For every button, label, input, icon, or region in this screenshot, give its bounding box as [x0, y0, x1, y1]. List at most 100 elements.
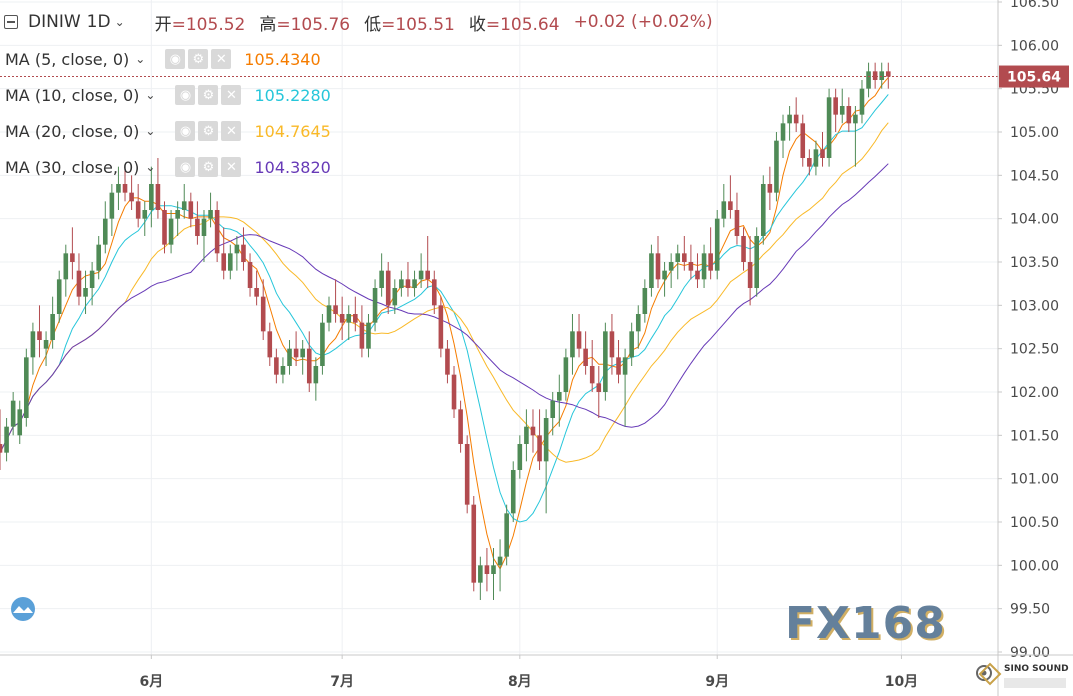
- close-icon[interactable]: ✕: [221, 85, 242, 105]
- candle-body: [570, 331, 575, 358]
- candle: [471, 496, 477, 592]
- candle: [589, 340, 595, 392]
- candle-body: [701, 253, 707, 280]
- candle-body: [550, 400, 556, 418]
- candle: [813, 140, 819, 176]
- chevron-down-icon[interactable]: ⌄: [114, 15, 125, 29]
- candle: [195, 201, 200, 245]
- candle-body: [603, 331, 608, 392]
- indicator-label[interactable]: MA (30, close, 0): [5, 157, 140, 177]
- chevron-down-icon[interactable]: ⌄: [145, 124, 156, 138]
- collapse-icon[interactable]: [4, 15, 18, 29]
- indicator-label[interactable]: MA (5, close, 0): [5, 49, 130, 69]
- candle: [24, 348, 29, 427]
- chevron-down-icon[interactable]: ⌄: [135, 52, 146, 66]
- chevron-down-icon[interactable]: ⌄: [145, 88, 156, 102]
- indicator-value: 105.4340: [244, 49, 321, 69]
- candle-body: [37, 331, 42, 340]
- gear-icon[interactable]: ⚙: [198, 85, 219, 105]
- eye-icon[interactable]: ◉: [175, 85, 196, 105]
- candle-body: [135, 201, 141, 219]
- indicator-label[interactable]: MA (20, close, 0): [5, 121, 140, 141]
- indicator-row-ma30[interactable]: MA (30, close, 0) ⌄ ◉ ⚙ ✕ 104.3820: [0, 154, 331, 180]
- gear-icon[interactable]: ⚙: [198, 121, 219, 141]
- indicator-row-ma10[interactable]: MA (10, close, 0) ⌄ ◉ ⚙ ✕ 105.2280: [0, 82, 331, 108]
- candle-body: [530, 426, 536, 436]
- candle-body: [418, 270, 424, 280]
- candle-body: [458, 409, 463, 444]
- candle: [524, 409, 529, 462]
- candle-body: [431, 279, 437, 306]
- candle-body: [543, 418, 549, 462]
- gear-icon[interactable]: ⚙: [188, 49, 209, 69]
- candle: [504, 504, 509, 566]
- price-tick-label: 103.50: [1010, 255, 1059, 271]
- ohlc-close: 收=105.64: [469, 10, 560, 35]
- candle-body: [366, 322, 371, 349]
- close-icon[interactable]: ✕: [221, 157, 242, 177]
- candle-body: [688, 262, 694, 271]
- candle: [662, 262, 667, 297]
- candle-body: [445, 348, 450, 375]
- candle: [274, 348, 279, 384]
- candle: [774, 132, 779, 202]
- symbol-name[interactable]: DINIW: [28, 12, 81, 32]
- candle: [510, 461, 516, 522]
- candle: [102, 201, 108, 254]
- candle: [109, 184, 115, 236]
- candle: [260, 279, 266, 340]
- candle-body: [76, 270, 82, 297]
- candle-body: [306, 348, 312, 384]
- candle-body: [280, 366, 286, 375]
- candle: [491, 548, 496, 600]
- ohlc-high: 高=105.76: [259, 10, 350, 35]
- indicator-row-ma20[interactable]: MA (20, close, 0) ⌄ ◉ ⚙ ✕ 104.7645: [0, 118, 331, 144]
- chevron-down-icon[interactable]: ⌄: [145, 160, 156, 174]
- close-icon[interactable]: ✕: [221, 121, 242, 141]
- candle: [603, 322, 608, 401]
- candle-body: [83, 288, 88, 297]
- candle-body: [405, 279, 411, 288]
- candle: [122, 166, 128, 202]
- eye-icon[interactable]: ◉: [175, 157, 196, 177]
- candle-body: [300, 348, 305, 358]
- candle-body: [589, 366, 595, 384]
- price-axis[interactable]: 99.00 99.50 100.00 100.50 101.00 101.50 102.00…: [997, 0, 1059, 696]
- price-tick-label: 102.50: [1010, 342, 1059, 358]
- candle: [280, 357, 286, 384]
- candle-body: [320, 322, 325, 366]
- open-label: 开: [154, 14, 172, 35]
- candle-body: [583, 348, 588, 366]
- ma-line: [0, 77, 889, 570]
- close-icon[interactable]: ✕: [211, 49, 232, 69]
- candle: [17, 400, 23, 444]
- candle: [221, 227, 227, 280]
- candle-body: [675, 253, 681, 262]
- candle: [859, 80, 865, 124]
- candle: [385, 262, 391, 314]
- candle: [741, 227, 746, 271]
- candle: [96, 236, 101, 280]
- time-axis[interactable]: 6月 7月 8月 9月 10月: [0, 654, 1073, 690]
- candle-body: [267, 331, 273, 358]
- gear-icon[interactable]: ⚙: [198, 157, 219, 177]
- indicator-label[interactable]: MA (10, close, 0): [5, 85, 140, 105]
- close-value: =105.64: [485, 14, 560, 35]
- eye-icon[interactable]: ◉: [175, 121, 196, 141]
- eye-icon[interactable]: ◉: [165, 49, 186, 69]
- candle: [405, 262, 411, 297]
- candle-body: [168, 218, 174, 245]
- candle: [379, 253, 384, 297]
- candle-body: [879, 71, 885, 80]
- interval-label[interactable]: 1D: [86, 12, 111, 32]
- candle-body: [359, 322, 365, 349]
- candle: [853, 106, 858, 167]
- indicator-row-ma5[interactable]: MA (5, close, 0) ⌄ ◉ ⚙ ✕ 105.4340: [0, 46, 321, 72]
- cloud-logo-icon[interactable]: [6, 596, 40, 622]
- candle-body: [517, 444, 523, 470]
- candle-body: [668, 262, 674, 271]
- candle: [83, 270, 88, 314]
- candle-body: [122, 184, 128, 193]
- candle-body: [682, 253, 687, 262]
